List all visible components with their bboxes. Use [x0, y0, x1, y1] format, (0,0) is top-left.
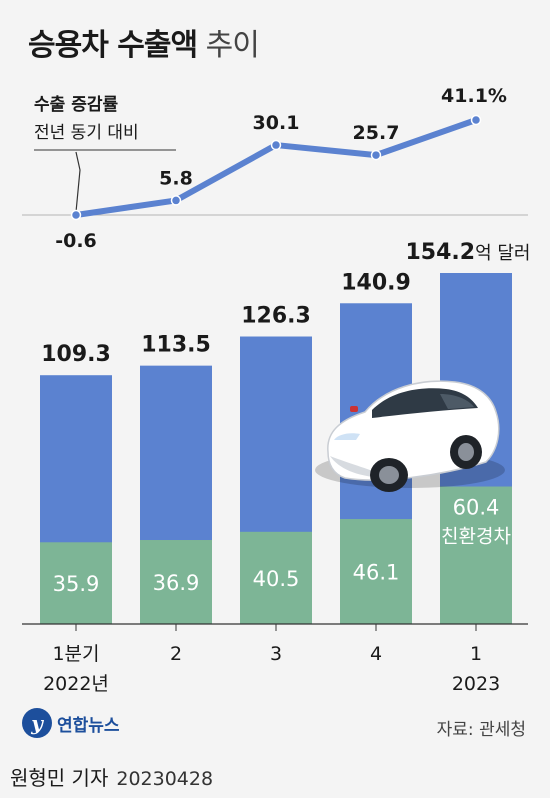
- green-series-label: 친환경차: [441, 526, 511, 548]
- line-series-label: 수출 증감률: [34, 95, 119, 115]
- bar-green: [40, 542, 112, 624]
- line-point-label: 25.7: [353, 122, 400, 144]
- bar-green-label: 40.5: [253, 567, 300, 591]
- line-point-label: 30.1: [253, 112, 300, 134]
- x-tick-label: 3: [270, 643, 282, 665]
- x-tick-label: 1: [470, 643, 482, 665]
- bars-layer: 109.3 35.9 113.5 36.9 126.3 40.5 140.9 46.1 154.…: [22, 214, 531, 625]
- bar-green-label: 35.9: [53, 572, 100, 596]
- line-point: [70, 209, 82, 221]
- bar-total-label: 154.2억 달러: [406, 240, 531, 265]
- publish-date: 20230428: [116, 768, 214, 790]
- line-point-label: 41.1%: [441, 85, 507, 107]
- line-point-label: -0.6: [55, 230, 97, 252]
- bar-green: [240, 531, 312, 624]
- x-axis-labels: 1분기 2022년 2 3 4 1 2023: [43, 624, 500, 695]
- line-point-label: 5.8: [159, 167, 193, 189]
- bar-total-label: 126.3: [241, 304, 311, 329]
- bar-total-label: 140.9: [341, 270, 411, 295]
- bar-total-label: 109.3: [41, 342, 111, 367]
- bar-green-label: 60.4: [453, 496, 500, 520]
- line-series: [73, 117, 479, 218]
- car-icon: [315, 380, 505, 492]
- line-point: [270, 139, 282, 151]
- bar-green: [140, 540, 212, 624]
- chart-title: 승용차 수출액 추이: [28, 20, 260, 64]
- bar-green: [440, 486, 512, 624]
- line-point: [370, 149, 382, 161]
- reporter: 원형민 기자: [10, 766, 109, 790]
- line-point: [170, 195, 182, 206]
- line-layer: -0.6 5.8 30.1 25.7 41.1%: [34, 85, 507, 252]
- x-tick-label: 2: [170, 643, 182, 665]
- bar-green-label: 46.1: [353, 561, 400, 585]
- logo-text: 연합뉴스: [57, 715, 120, 736]
- title-light: 추이: [205, 28, 260, 63]
- bar-green-label: 36.9: [153, 571, 200, 595]
- credit-line: 원형민 기자 20230428: [10, 762, 213, 791]
- source-text: 자료: 관세청: [436, 720, 526, 740]
- yonhap-logo: y 연합뉴스: [22, 708, 120, 738]
- bar-total-label: 113.5: [141, 333, 211, 358]
- x-tick-label-year: 2022년: [43, 673, 109, 695]
- line-series-sublabel: 전년 동기 대비: [34, 123, 139, 143]
- annotation-pointer: [75, 151, 81, 213]
- x-tick-label: 4: [370, 643, 382, 665]
- line-point: [470, 114, 482, 126]
- title-bold: 승용차 수출액: [28, 28, 198, 63]
- bar-green: [340, 519, 412, 624]
- x-tick-label: 1분기: [52, 643, 99, 665]
- yonhap-news-logo-icon: y: [22, 708, 52, 738]
- x-tick-label-year: 2023: [452, 673, 500, 695]
